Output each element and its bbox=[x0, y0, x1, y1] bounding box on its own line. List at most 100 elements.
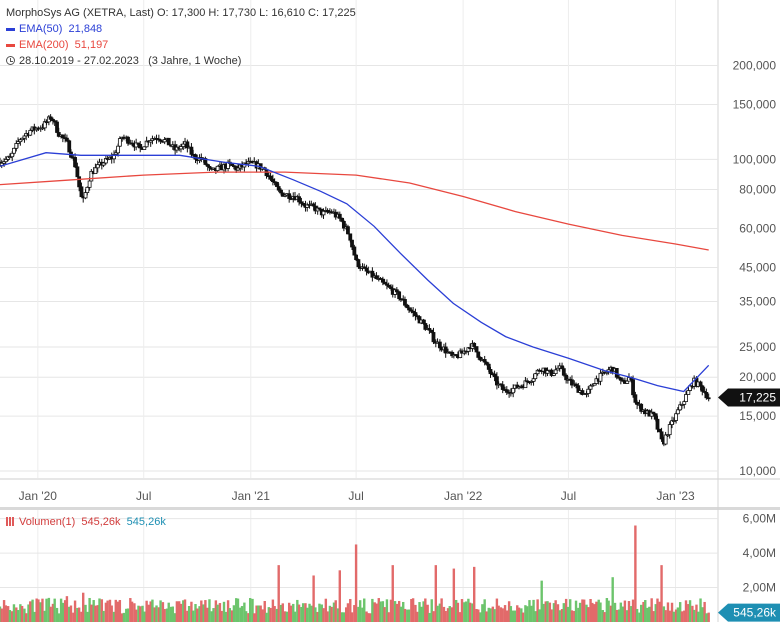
volume-bar bbox=[191, 610, 195, 622]
volume-bar bbox=[194, 604, 197, 622]
candle-body bbox=[352, 246, 357, 256]
volume-bar bbox=[569, 599, 572, 622]
volume-bar bbox=[182, 600, 185, 622]
volume-bar bbox=[143, 611, 146, 622]
x-tick-label: Jan '21 bbox=[232, 489, 271, 503]
volume-bar bbox=[497, 605, 500, 622]
candle bbox=[65, 134, 69, 143]
volume-bar bbox=[373, 602, 376, 622]
candle bbox=[130, 139, 134, 147]
legend-ema50[interactable]: EMA(50) 21,848 bbox=[6, 22, 102, 36]
candle-body bbox=[614, 368, 619, 378]
volume-bar bbox=[222, 601, 226, 622]
volume-bar bbox=[104, 602, 108, 622]
volume-bar bbox=[513, 610, 517, 622]
x-tick-label: Jul bbox=[136, 489, 151, 503]
volume-bar bbox=[354, 544, 358, 622]
candle bbox=[431, 327, 436, 345]
volume-bar bbox=[511, 610, 515, 622]
x-tick-label: Jan '23 bbox=[656, 489, 695, 503]
volume-bar bbox=[63, 600, 67, 622]
volume-bar bbox=[459, 612, 462, 622]
legend-ema200[interactable]: EMA(200) 51,197 bbox=[6, 38, 108, 52]
candle-body bbox=[403, 299, 407, 306]
volume-bar bbox=[76, 607, 79, 622]
volume-bar bbox=[464, 601, 468, 622]
candle-body bbox=[443, 346, 448, 354]
candle-body bbox=[276, 186, 281, 191]
candle bbox=[386, 282, 391, 288]
volume-bar bbox=[361, 607, 364, 622]
volume-bar bbox=[122, 612, 126, 622]
candle bbox=[305, 202, 310, 212]
candle-body bbox=[529, 381, 534, 383]
volume-bar bbox=[114, 599, 117, 622]
volume-bar bbox=[705, 613, 708, 622]
volume-bar bbox=[599, 602, 602, 622]
candle bbox=[166, 137, 171, 146]
volume-bar bbox=[593, 604, 596, 622]
volume-bar bbox=[84, 604, 87, 622]
candle bbox=[138, 141, 143, 153]
volume-bar bbox=[446, 608, 450, 622]
volume-bar bbox=[346, 603, 350, 622]
volume-bar bbox=[279, 604, 283, 622]
candle bbox=[317, 207, 322, 211]
y-tick-label: 35,000 bbox=[739, 294, 776, 308]
volume-bar bbox=[88, 597, 91, 622]
volume-bar bbox=[434, 565, 438, 622]
volume-bar bbox=[96, 605, 99, 622]
candle-body bbox=[504, 389, 509, 393]
volume-bar bbox=[668, 610, 671, 622]
candle bbox=[215, 165, 220, 172]
candle-body bbox=[317, 207, 322, 210]
volume-bar bbox=[300, 606, 303, 622]
volume-bar bbox=[292, 603, 295, 622]
volume-bar bbox=[626, 610, 629, 622]
candle bbox=[488, 366, 493, 378]
volume-bar bbox=[80, 611, 83, 622]
volume-bar bbox=[171, 606, 175, 622]
candle-body bbox=[618, 377, 623, 381]
candle bbox=[706, 393, 711, 402]
volume-bar bbox=[92, 600, 95, 622]
candle-body bbox=[674, 413, 679, 421]
volume-bar bbox=[39, 602, 42, 622]
volume-bar bbox=[630, 606, 633, 622]
volume-bar bbox=[187, 606, 191, 622]
ema50-label: EMA(50) bbox=[19, 23, 63, 35]
volume-bar bbox=[381, 601, 385, 622]
candle-body bbox=[93, 167, 98, 175]
volume-bar bbox=[349, 598, 352, 622]
candle-body bbox=[586, 388, 591, 394]
volume-bar bbox=[477, 609, 480, 622]
volume-bar bbox=[528, 600, 531, 622]
volume-bar bbox=[444, 611, 447, 622]
volume-bar bbox=[493, 609, 496, 622]
volume-bar bbox=[550, 609, 553, 622]
candle-body bbox=[40, 127, 45, 130]
volume-bar bbox=[153, 607, 156, 622]
candle-body bbox=[28, 130, 33, 136]
volume-bar bbox=[495, 598, 499, 622]
volume-bar bbox=[467, 598, 470, 622]
volume-bar bbox=[55, 607, 59, 622]
volume-bar bbox=[532, 599, 535, 622]
volume-bar bbox=[556, 604, 560, 622]
candle-body bbox=[698, 381, 703, 387]
candle-body bbox=[437, 341, 442, 349]
legend-range: 28.10.2019 - 27.02.2023 (3 Jahre, 1 Woch… bbox=[6, 54, 241, 68]
volume-bar bbox=[202, 604, 205, 622]
volume-bar bbox=[330, 606, 333, 622]
volume-bar bbox=[440, 598, 443, 622]
candle-body bbox=[688, 385, 692, 391]
volume-legend[interactable]: Volumen(1) 545,26k 545,26k bbox=[6, 516, 166, 528]
volume-bar bbox=[463, 602, 466, 622]
volume-bar bbox=[699, 598, 702, 622]
volume-bar bbox=[141, 605, 144, 622]
candle bbox=[586, 386, 591, 398]
ema200-line bbox=[0, 171, 709, 251]
volume-bar bbox=[646, 607, 649, 622]
candle-body bbox=[362, 266, 367, 269]
